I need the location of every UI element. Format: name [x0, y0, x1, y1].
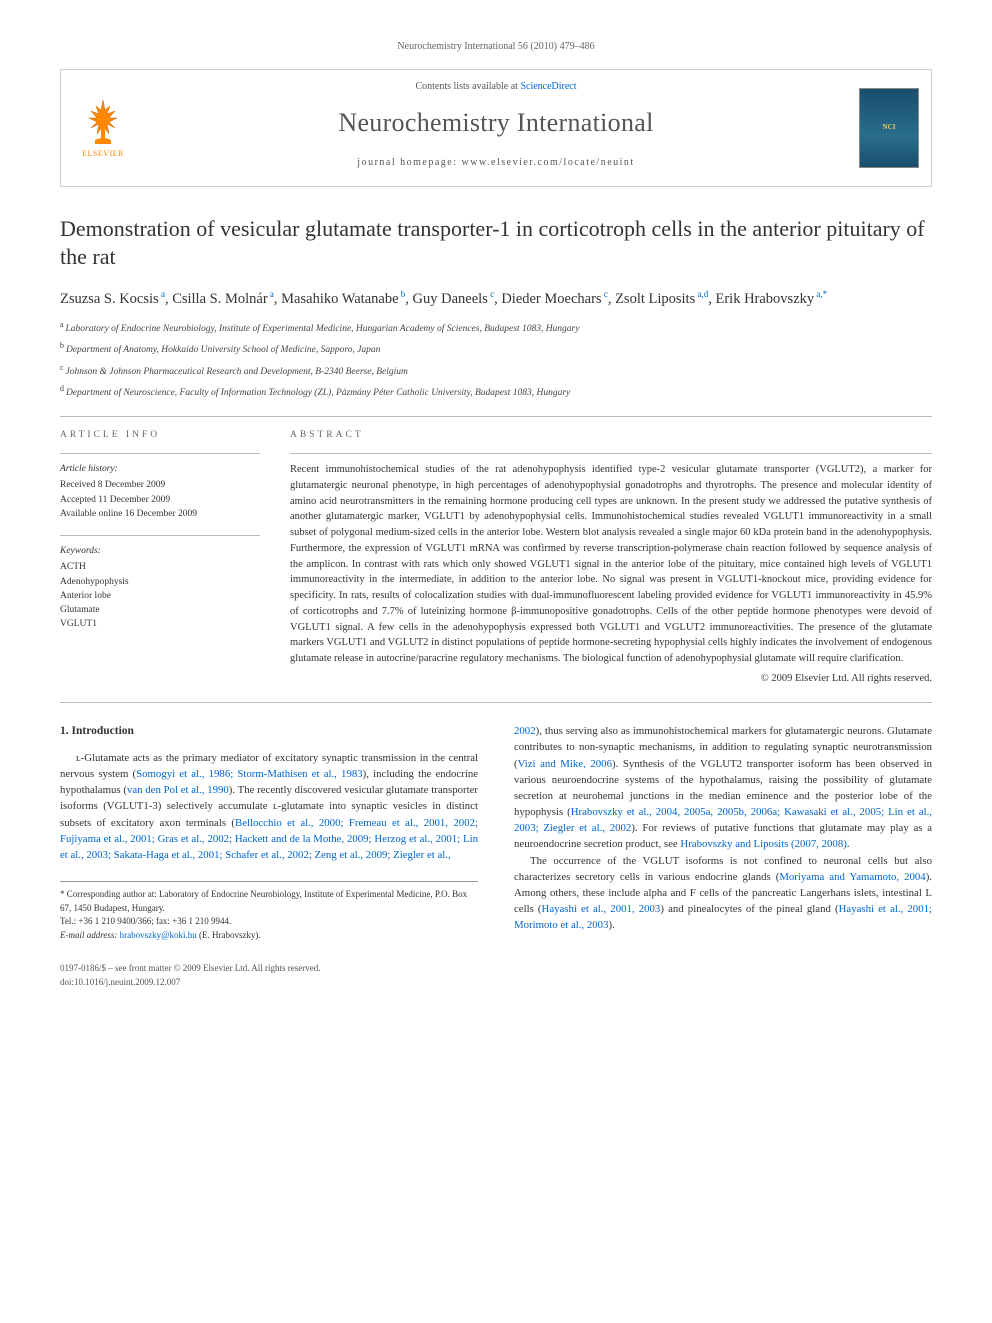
author-name: Csilla S. Molnár	[172, 291, 267, 307]
affiliation: d Department of Neuroscience, Faculty of…	[60, 383, 932, 400]
divider	[60, 416, 932, 417]
contents-line: Contents lists available at ScienceDirec…	[73, 80, 919, 95]
citation-link[interactable]: 2002	[514, 725, 536, 737]
author-affiliation-link[interactable]: a	[159, 289, 165, 299]
affiliation-sup: d	[60, 384, 66, 393]
author-name: Zsuzsa S. Kocsis	[60, 291, 159, 307]
keyword: Anterior lobe	[60, 589, 260, 603]
corresponding-author-footnote: * Corresponding author at: Laboratory of…	[60, 881, 478, 942]
body-paragraph: ʟ-Glutamate acts as the primary mediator…	[60, 750, 478, 863]
keyword: Adenohypophysis	[60, 575, 260, 589]
body-columns: 1. Introduction ʟ-Glutamate acts as the …	[60, 723, 932, 942]
history-label: Article history:	[60, 462, 260, 476]
author-affiliation-link[interactable]: a,*	[814, 289, 827, 299]
footnote-line: E-mail address: hrabovszky@koki.hu (E. H…	[60, 929, 478, 943]
citation-link[interactable]: Vizi and Mike, 2006	[518, 758, 612, 770]
divider	[290, 453, 932, 454]
divider	[60, 453, 260, 454]
author-affiliation-link[interactable]: c	[602, 289, 608, 299]
journal-cover-thumbnail: NCI	[859, 88, 919, 168]
affiliation-sup: a	[60, 320, 66, 329]
abstract-label: ABSTRACT	[290, 429, 932, 443]
article-history: Article history: Received 8 December 200…	[60, 462, 260, 521]
author-name: Guy Daneels	[413, 291, 488, 307]
email-label: E-mail address:	[60, 930, 120, 940]
publisher-name: ELSEVIER	[82, 148, 124, 160]
body-run: .	[847, 838, 850, 850]
citation-link[interactable]: Moriyama and Yamamoto, 2004	[779, 871, 925, 883]
history-line: Accepted 11 December 2009	[60, 493, 260, 507]
history-line: Received 8 December 2009	[60, 478, 260, 492]
keyword: ACTH	[60, 560, 260, 574]
affiliation: a Laboratory of Endocrine Neurobiology, …	[60, 319, 932, 336]
footnote-line: Tel.: +36 1 210 9400/366; fax: +36 1 210…	[60, 915, 478, 929]
footnote-line: * Corresponding author at: Laboratory of…	[60, 888, 478, 915]
doi-line: doi:10.1016/j.neuint.2009.12.007	[60, 976, 932, 990]
journal-banner: ELSEVIER Contents lists available at Sci…	[60, 69, 932, 187]
page-footer: 0197-0186/$ – see front matter © 2009 El…	[60, 962, 932, 989]
history-line: Available online 16 December 2009	[60, 507, 260, 521]
issn-line: 0197-0186/$ – see front matter © 2009 El…	[60, 962, 932, 976]
keywords-block: Keywords: ACTH Adenohypophysis Anterior …	[60, 544, 260, 632]
elsevier-tree-icon	[81, 96, 125, 146]
keyword: Glutamate	[60, 603, 260, 617]
article-info-label: ARTICLE INFO	[60, 429, 260, 443]
author-affiliation-link[interactable]: a,d	[695, 289, 708, 299]
abstract-column: ABSTRACT Recent immunohistochemical stud…	[290, 429, 932, 686]
affiliation: b Department of Anatomy, Hokkaido Univer…	[60, 340, 932, 357]
journal-name: Neurochemistry International	[73, 104, 919, 142]
body-column-left: 1. Introduction ʟ-Glutamate acts as the …	[60, 723, 478, 942]
section-heading: 1. Introduction	[60, 723, 478, 740]
author-name: Dieder Moechars	[501, 291, 601, 307]
journal-homepage: journal homepage: www.elsevier.com/locat…	[73, 156, 919, 171]
running-header: Neurochemistry International 56 (2010) 4…	[60, 40, 932, 55]
sciencedirect-link[interactable]: ScienceDirect	[520, 81, 576, 92]
body-column-right: 2002), thus serving also as immunohistoc…	[514, 723, 932, 942]
contents-line-pre: Contents lists available at	[415, 81, 520, 92]
affiliation: c Johnson & Johnson Pharmaceutical Resea…	[60, 362, 932, 379]
author-name: Masahiko Watanabe	[281, 291, 398, 307]
abstract-copyright: © 2009 Elsevier Ltd. All rights reserved…	[290, 671, 932, 686]
body-paragraph: 2002), thus serving also as immunohistoc…	[514, 723, 932, 933]
keyword: VGLUT1	[60, 617, 260, 631]
citation-link[interactable]: van den Pol et al., 1990	[127, 784, 229, 796]
divider	[60, 702, 932, 703]
keywords-label: Keywords:	[60, 544, 260, 558]
email-link[interactable]: hrabovszky@koki.hu	[120, 930, 197, 940]
elsevier-logo: ELSEVIER	[73, 90, 133, 166]
article-info-column: ARTICLE INFO Article history: Received 8…	[60, 429, 260, 686]
homepage-pre: journal homepage:	[357, 157, 461, 168]
abstract-text: Recent immunohistochemical studies of th…	[290, 462, 932, 667]
article-title: Demonstration of vesicular glutamate tra…	[60, 215, 932, 272]
author-affiliation-link[interactable]: a	[268, 289, 274, 299]
cover-label: NCI	[883, 122, 896, 132]
divider	[60, 535, 260, 536]
citation-link[interactable]: Hrabovszky and Liposits (2007, 2008)	[680, 838, 846, 850]
affiliation-sup: b	[60, 341, 66, 350]
body-run: ) and pinealocytes of the pineal gland (	[660, 903, 838, 915]
author-affiliation-link[interactable]: c	[488, 289, 494, 299]
author-name: Erik Hrabovszky	[715, 291, 814, 307]
affiliation-sup: c	[60, 363, 66, 372]
citation-link[interactable]: Somogyi et al., 1986; Storm-Mathisen et …	[136, 768, 363, 780]
author-affiliation-link[interactable]: b	[399, 289, 406, 299]
email-suffix: (E. Hrabovszky).	[197, 930, 261, 940]
homepage-url: www.elsevier.com/locate/neuint	[462, 157, 635, 168]
author-name: Zsolt Liposits	[615, 291, 695, 307]
citation-link[interactable]: Hayashi et al., 2001, 2003	[542, 903, 661, 915]
author-list: Zsuzsa S. Kocsis a, Csilla S. Molnár a, …	[60, 288, 932, 309]
body-run: ).	[608, 919, 614, 931]
